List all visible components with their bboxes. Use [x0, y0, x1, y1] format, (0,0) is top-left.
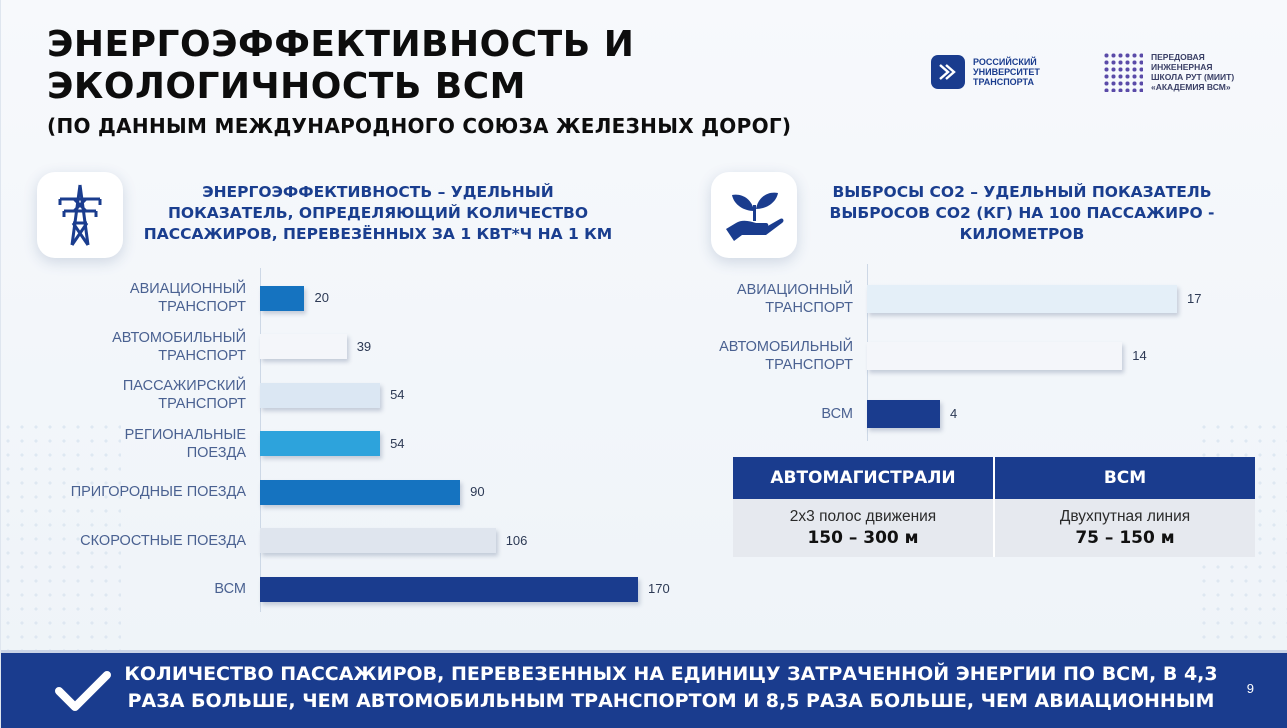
energy-heading-line: ЭНЕРГОЭФФЕКТИВНОСТЬ – УДЕЛЬНЫЙ	[202, 183, 554, 201]
category-label-line: СКОРОСТНЫЕ ПОЕЗДА	[80, 532, 246, 549]
category-label: АВТОМОБИЛЬНЫЙ ТРАНСПОРТ	[26, 329, 246, 365]
category-label-line: ВСМ	[214, 581, 246, 598]
table-cell-highways: 2х3 полос движения 150 – 300 м	[733, 499, 993, 557]
power-tower-icon	[37, 172, 123, 258]
category-label-line: ПРИГОРОДНЫЕ ПОЕЗДА	[70, 484, 246, 501]
category-label: АВИАЦИОННЫЙ ТРАНСПОРТ	[26, 280, 246, 316]
conclusion-line: РАЗА БОЛЬШЕ, ЧЕМ АВТОМОБИЛЬНЫМ ТРАНСПОРТ…	[127, 690, 1215, 712]
category-label-line: ТРАНСПОРТ	[158, 396, 246, 413]
category-label-line: ТРАНСПОРТ	[158, 347, 246, 364]
table-cell-desc: Двухпутная линия	[1059, 508, 1191, 525]
rut-logo: РОССИЙСКИЙ УНИВЕРСИТЕТ ТРАНСПОРТА	[931, 55, 1063, 89]
academy-logo-line: ПЕРЕДОВАЯ	[1151, 52, 1205, 62]
academy-logo-line: «АКАДЕМИЯ ВСМ»	[1151, 82, 1231, 92]
academy-logo: ПЕРЕДОВАЯ ИНЖЕНЕРНАЯ ШКОЛА РУТ (МИИТ) «А…	[1103, 52, 1251, 92]
academy-logo-line: ШКОЛА РУТ (МИИТ)	[1151, 72, 1235, 82]
conclusion-banner: КОЛИЧЕСТВО ПАССАЖИРОВ, ПЕРЕВЕЗЕННЫХ НА Е…	[1, 650, 1287, 728]
table-cell-width: 150 – 300 м	[807, 528, 919, 548]
bar	[260, 382, 381, 408]
category-label: ПРИГОРОДНЫЕ ПОЕЗДА	[26, 483, 246, 501]
academy-logo-line: ИНЖЕНЕРНАЯ	[1151, 62, 1213, 72]
value-label: 39	[356, 338, 372, 354]
bar	[260, 528, 496, 554]
table-header-row: АВТОМАГИСТРАЛИ ВСМ	[733, 457, 1255, 499]
plant-in-hand-icon	[711, 172, 797, 258]
category-label-line: ТРАНСПОРТ	[158, 299, 246, 316]
background-dots	[1, 420, 121, 650]
bar	[260, 576, 638, 602]
bar	[867, 342, 1123, 371]
value-label: 54	[390, 435, 405, 451]
category-label-line: ВСМ	[821, 405, 853, 422]
bar	[867, 399, 940, 428]
rut-logo-line: ТРАНСПОРТА	[973, 77, 1034, 87]
category-label-line: ТРАНСПОРТ	[765, 357, 853, 374]
category-label-line: АВТОМОБИЛЬНЫЙ	[112, 329, 246, 346]
category-label: АВТОМОБИЛЬНЫЙ ТРАНСПОРТ	[653, 338, 853, 374]
conclusion-line: КОЛИЧЕСТВО ПАССАЖИРОВ, ПЕРЕВЕЗЕННЫХ НА Е…	[124, 663, 1218, 685]
value-label: 170	[648, 581, 670, 597]
emissions-heading: ВЫБРОСЫ CO2 – УДЕЛЬНЫЙ ПОКАЗАТЕЛЬ ВЫБРОС…	[807, 182, 1237, 245]
value-label: 4	[949, 405, 958, 421]
title-line-2: ЭКОЛОГИЧНОСТЬ ВСМ	[47, 66, 526, 107]
bar	[867, 284, 1177, 313]
category-label-line: АВИАЦИОННЫЙ	[736, 281, 853, 298]
page-number: 9	[1246, 681, 1254, 696]
category-label: ВСМ	[26, 580, 246, 598]
energy-heading: ЭНЕРГОЭФФЕКТИВНОСТЬ – УДЕЛЬНЫЙ ПОКАЗАТЕЛ…	[133, 182, 623, 245]
value-label: 14	[1132, 348, 1147, 364]
rut-logo-line: УНИВЕРСИТЕТ	[973, 67, 1040, 77]
rut-logo-line: РОССИЙСКИЙ	[973, 57, 1037, 67]
energy-heading-line: ПАССАЖИРОВ, ПЕРЕВЕЗЁННЫХ ЗА 1 КВТ*Ч НА 1…	[143, 225, 613, 243]
category-label: СКОРОСТНЫЕ ПОЕЗДА	[26, 532, 246, 550]
table-header-highways: АВТОМАГИСТРАЛИ	[733, 457, 993, 499]
category-label-line: АВТОМОБИЛЬНЫЙ	[719, 339, 853, 356]
value-label: 90	[470, 484, 485, 500]
category-label: ПАССАЖИРСКИЙ ТРАНСПОРТ	[26, 377, 246, 413]
table-header-hsr: ВСМ	[993, 457, 1255, 499]
conclusion-text: КОЛИЧЕСТВО ПАССАЖИРОВ, ПЕРЕВЕЗЕННЫХ НА Е…	[121, 661, 1221, 715]
academy-dots-icon	[1103, 52, 1143, 92]
energy-heading-line: ПОКАЗАТЕЛЬ, ОПРЕДЕЛЯЮЩИЙ КОЛИЧЕСТВО	[167, 204, 589, 222]
emissions-heading-line: ВЫБРОСОВ CO2 (КГ) НА 100 ПАССАЖИРО -	[829, 204, 1215, 222]
table-cell-width: 75 – 150 м	[1075, 528, 1175, 548]
category-label-line: РЕГИОНАЛЬНЫЕ	[124, 426, 246, 443]
page-title: ЭНЕРГОЭФФЕКТИВНОСТЬ И ЭКОЛОГИЧНОСТЬ ВСМ	[47, 24, 634, 108]
emissions-heading-line: КИЛОМЕТРОВ	[959, 225, 1085, 243]
category-label: РЕГИОНАЛЬНЫЕ ПОЕЗДА	[26, 426, 246, 462]
title-line-1: ЭНЕРГОЭФФЕКТИВНОСТЬ И	[47, 24, 635, 65]
value-label: 106	[505, 532, 528, 548]
bar	[260, 334, 347, 360]
category-label: АВИАЦИОННЫЙ ТРАНСПОРТ	[653, 281, 853, 317]
value-label: 20	[314, 290, 329, 306]
category-label-line: ПАССАЖИРСКИЙ	[122, 378, 246, 395]
category-label: ВСМ	[653, 405, 853, 423]
road-comparison-table: АВТОМАГИСТРАЛИ ВСМ 2х3 полос движения 15…	[733, 457, 1255, 557]
table-row: 2х3 полос движения 150 – 300 м Двухпутна…	[733, 499, 1255, 557]
category-label-line: ТРАНСПОРТ	[765, 299, 853, 316]
academy-logo-text: ПЕРЕДОВАЯ ИНЖЕНЕРНАЯ ШКОЛА РУТ (МИИТ) «А…	[1151, 52, 1251, 92]
bar	[260, 479, 461, 505]
rut-logo-text: РОССИЙСКИЙ УНИВЕРСИТЕТ ТРАНСПОРТА	[973, 57, 1063, 87]
emissions-heading-line: ВЫБРОСЫ CO2 – УДЕЛЬНЫЙ ПОКАЗАТЕЛЬ	[832, 183, 1212, 201]
value-label: 54	[390, 387, 405, 403]
table-cell-hsr: Двухпутная линия 75 – 150 м	[993, 499, 1255, 557]
bar	[260, 431, 381, 457]
table-cell-desc: 2х3 полос движения	[789, 508, 937, 525]
bar	[260, 285, 305, 311]
page-subtitle: (ПО ДАННЫМ МЕЖДУНАРОДНОГО СОЮЗА ЖЕЛЕЗНЫХ…	[47, 114, 792, 138]
rut-logo-icon	[931, 55, 965, 89]
category-label-line: ПОЕЗДА	[186, 444, 246, 461]
value-label: 17	[1187, 290, 1202, 306]
category-label-line: АВИАЦИОННЫЙ	[129, 281, 246, 298]
checkmark-icon	[53, 667, 113, 720]
